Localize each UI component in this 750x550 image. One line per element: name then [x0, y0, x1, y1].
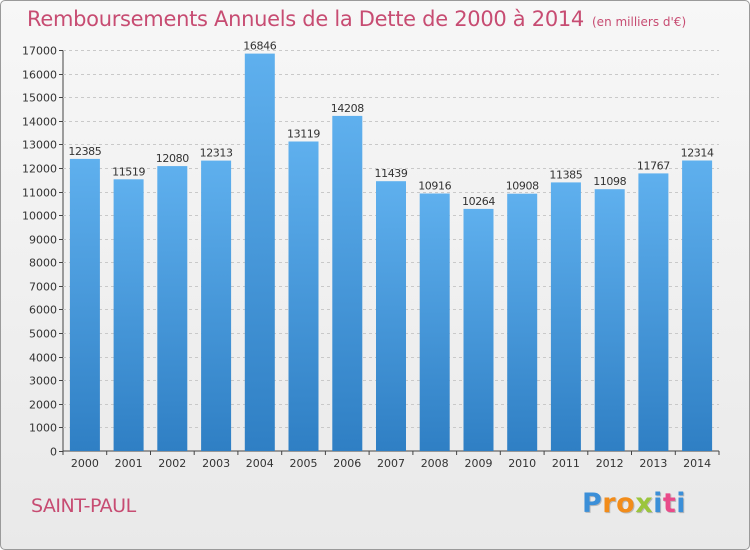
bar	[288, 141, 319, 451]
bar-value-label: 11767	[637, 159, 670, 172]
y-tick-label: 10000	[22, 210, 57, 223]
y-tick-label: 7000	[29, 281, 57, 294]
x-tick-label: 2011	[552, 457, 580, 470]
bar	[638, 173, 669, 451]
x-tick-label: 2006	[333, 457, 361, 470]
y-tick-label: 4000	[29, 352, 57, 365]
bar-value-label: 13119	[287, 128, 320, 141]
y-tick-label: 1000	[29, 422, 57, 435]
brand-letter: r	[602, 488, 617, 519]
x-tick-label: 2001	[115, 457, 143, 470]
y-tick-label: 6000	[29, 304, 57, 317]
brand-letter: o	[616, 488, 636, 519]
bar-value-label: 10264	[462, 195, 495, 208]
labels-layer: 12385 2000 11519 2001 12080 2002 12313 2003 1684…	[68, 40, 714, 470]
x-tick-label: 2014	[683, 457, 711, 470]
x-tick-label: 2013	[639, 457, 667, 470]
bar	[463, 208, 494, 451]
bar	[69, 158, 100, 451]
chart-title-text: Remboursements Annuels de la Dette de 20…	[27, 7, 584, 31]
bar	[201, 160, 232, 451]
bar-value-label: 11385	[549, 168, 582, 181]
bar	[682, 160, 713, 451]
brand-letter: i	[676, 488, 687, 519]
bar	[550, 182, 581, 451]
y-tick-label: 15000	[22, 92, 57, 105]
bar-value-label: 14208	[331, 102, 364, 115]
bar-value-label: 16846	[243, 40, 276, 53]
y-tick-label: 9000	[29, 234, 57, 247]
bar	[594, 189, 625, 451]
x-tick-label: 2005	[290, 457, 318, 470]
bar	[332, 115, 363, 452]
x-tick-label: 2000	[71, 457, 99, 470]
y-tick-label: 11000	[22, 187, 57, 200]
brand-logo: Proxiti	[582, 488, 686, 519]
chart-title: Remboursements Annuels de la Dette de 20…	[27, 7, 686, 31]
y-tick-label: 13000	[22, 139, 57, 152]
bar	[419, 193, 450, 451]
bar-value-label: 12313	[200, 147, 233, 160]
y-tick-label: 0	[50, 446, 57, 459]
y-tick-label: 16000	[22, 69, 57, 82]
bar-value-label: 12314	[681, 147, 714, 160]
bar-value-label: 11519	[112, 165, 145, 178]
bar	[113, 179, 144, 452]
bar-value-label: 11439	[375, 167, 408, 180]
x-tick-label: 2009	[465, 457, 493, 470]
y-tick-label: 2000	[29, 399, 57, 412]
x-tick-label: 2010	[508, 457, 536, 470]
x-tick-label: 2008	[421, 457, 449, 470]
y-tick-label: 5000	[29, 328, 57, 341]
location-label: SAINT-PAUL	[31, 495, 136, 517]
bar	[376, 181, 406, 451]
bar-value-label: 11098	[593, 175, 626, 188]
brand-letter: t	[662, 488, 677, 519]
bars-layer	[69, 53, 713, 452]
bar-value-label: 12080	[156, 152, 189, 165]
x-tick-label: 2004	[246, 457, 274, 470]
brand-letter: x	[635, 488, 654, 519]
y-tick-label: 8000	[29, 257, 57, 270]
x-tick-label: 2003	[202, 457, 230, 470]
bar	[157, 166, 188, 451]
bar	[244, 53, 275, 451]
brand-letter: P	[582, 488, 603, 519]
y-tick-label: 12000	[22, 163, 57, 176]
x-tick-label: 2007	[377, 457, 405, 470]
brand-letter: i	[653, 488, 663, 519]
bar-value-label: 10916	[418, 180, 451, 193]
x-tick-label: 2012	[596, 457, 624, 470]
bar-value-label: 12385	[68, 145, 101, 158]
chart-subtitle: (en milliers d'€)	[592, 15, 687, 29]
y-tick-label: 14000	[22, 116, 57, 129]
bar	[507, 193, 538, 451]
y-tick-label: 17000	[22, 45, 57, 58]
x-tick-label: 2002	[158, 457, 186, 470]
bar-value-label: 10908	[506, 180, 539, 193]
y-tick-label: 3000	[29, 375, 57, 388]
